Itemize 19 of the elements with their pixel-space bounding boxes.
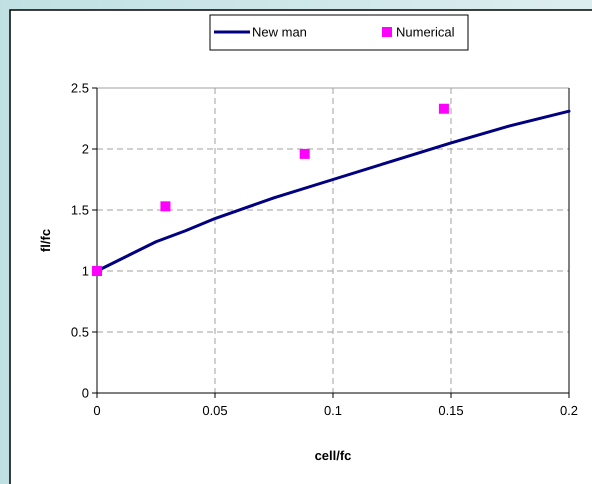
- y-tick-label: 2.5: [70, 80, 89, 96]
- y-axis-title: fl/fc: [38, 228, 53, 252]
- x-axis-title: cell/fc: [314, 448, 352, 463]
- point: [438, 104, 449, 114]
- y-tick-label: 2: [82, 142, 89, 157]
- point: [160, 201, 170, 212]
- x-tick-label: 0: [93, 403, 101, 418]
- legend-label: Numerical: [396, 24, 455, 40]
- y-tick-label: 0: [82, 386, 89, 401]
- x-tick-label: 0.2: [560, 403, 578, 418]
- y-tick-label: 1.5: [70, 202, 89, 218]
- x-tick-label: 0.05: [202, 403, 228, 418]
- legend-label: New man: [252, 24, 307, 40]
- x-tick-label: 0.1: [324, 403, 342, 418]
- y-tick-label: 0.5: [70, 324, 89, 340]
- x-tick-label: 0.15: [438, 403, 464, 418]
- y-tick-label: 1: [82, 264, 89, 279]
- point: [300, 148, 310, 159]
- point: [92, 266, 102, 276]
